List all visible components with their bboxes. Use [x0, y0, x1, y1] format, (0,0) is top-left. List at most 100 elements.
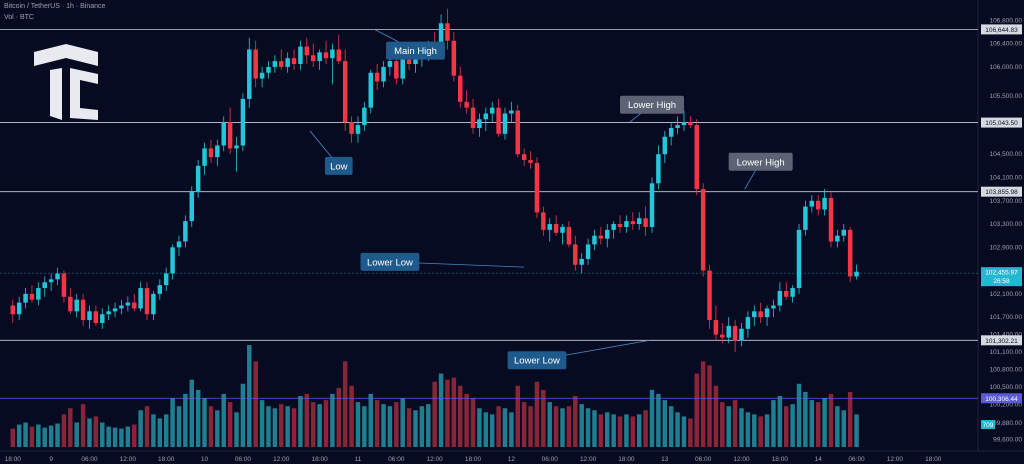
candle-body	[253, 49, 258, 79]
candle-body	[151, 293, 156, 315]
volume-bar	[394, 402, 399, 447]
y-tick-label: 106,000.00	[989, 64, 1022, 71]
volume-bar	[617, 416, 623, 447]
volume-bar	[406, 408, 412, 447]
volume-bar	[809, 400, 815, 447]
volume-bar	[10, 428, 16, 447]
x-tick-label: 18:00	[772, 456, 789, 463]
candle-body	[247, 49, 252, 99]
candle-body	[668, 128, 674, 137]
volume-bar	[656, 393, 661, 447]
candle-body	[323, 52, 329, 59]
volume-bar	[374, 400, 380, 447]
candle-body	[259, 72, 265, 79]
volume-bar	[163, 414, 169, 447]
volume-bar	[752, 414, 757, 447]
candle-body	[585, 244, 591, 259]
candle-body	[579, 258, 584, 265]
candle-body	[68, 296, 73, 312]
candle-body	[515, 110, 521, 155]
candle-body	[598, 235, 604, 239]
candle-body	[29, 293, 35, 300]
price-level-tag-bg	[981, 24, 1022, 35]
volume-bar	[605, 412, 610, 447]
candle-body	[809, 200, 815, 207]
volume-bar	[368, 393, 373, 447]
candle-body	[720, 334, 725, 338]
candle-body	[381, 66, 386, 82]
volume-bar	[828, 393, 834, 447]
volume-bar	[138, 410, 143, 447]
annotation-label: Lower Low	[367, 257, 413, 268]
x-tick-label: 12:00	[273, 456, 290, 463]
candle-body	[176, 241, 182, 248]
x-tick-label: 18:00	[618, 456, 635, 463]
volume-bar	[483, 412, 489, 447]
y-tick-label: 100,800.00	[989, 367, 1022, 374]
volume-bar	[745, 412, 751, 447]
candle-body	[100, 314, 105, 323]
volume-bar	[208, 406, 214, 447]
candle-body	[55, 273, 60, 280]
volume-bar	[61, 414, 67, 447]
volume-bar	[451, 377, 457, 447]
volume-bar	[125, 426, 131, 447]
candle-body	[547, 224, 552, 230]
candle-body	[636, 218, 642, 225]
volume-bar	[106, 426, 111, 447]
volume-bar	[803, 391, 808, 447]
x-tick-label: 06:00	[81, 456, 98, 463]
volume-bar	[202, 398, 207, 447]
candle-body	[528, 160, 533, 163]
volume-bar	[323, 400, 329, 447]
candle-body	[835, 235, 840, 242]
volume-bar	[758, 416, 763, 447]
volume-bar	[700, 361, 706, 447]
x-tick-label: 18:00	[158, 456, 175, 463]
volume-bar	[381, 404, 386, 447]
volume-bar	[304, 393, 310, 447]
volume-bar	[215, 410, 220, 447]
candle-body	[752, 311, 757, 318]
candle-body	[560, 226, 565, 233]
y-tick-label: 106,800.00	[989, 17, 1022, 24]
volume-bar	[362, 406, 367, 447]
x-tick-label: 14	[815, 456, 823, 463]
volume-bar	[119, 428, 124, 447]
candle-body	[195, 165, 201, 193]
bar-countdown: 26:58	[993, 278, 1010, 285]
volume-bar	[713, 385, 719, 447]
volume-bar	[470, 398, 476, 447]
x-tick-label: 18:00	[5, 456, 22, 463]
candle-body	[240, 98, 246, 146]
candle-body	[93, 311, 99, 323]
volume-bar	[227, 402, 233, 447]
y-tick-label: 106,400.00	[989, 41, 1022, 48]
x-tick-label: 10	[201, 456, 209, 463]
volume-bar	[720, 402, 725, 447]
volume-bar	[771, 400, 776, 447]
x-tick-label: 12:00	[887, 456, 904, 463]
volume-bar	[29, 426, 35, 447]
volume-bar	[247, 345, 252, 447]
candle-body	[189, 192, 195, 222]
volume-bar	[80, 404, 86, 447]
candle-body	[732, 325, 738, 341]
candle-body	[36, 288, 41, 300]
volume-bar	[68, 408, 73, 447]
y-tick-label: 100,500.00	[989, 384, 1022, 391]
candle-body	[688, 122, 693, 126]
candle-body	[464, 101, 469, 108]
volume-title: Vol · BTC	[4, 14, 34, 21]
candle-body	[681, 122, 687, 126]
volume-bar	[253, 361, 258, 447]
price-level-tag: 103,855.98	[985, 189, 1018, 196]
volume-bar	[515, 385, 521, 447]
candle-body	[643, 218, 648, 227]
volume-bar	[547, 402, 552, 447]
volume-bar	[534, 381, 540, 447]
candle-body	[112, 308, 118, 312]
candle-body	[847, 229, 853, 277]
volume-bar	[764, 414, 770, 447]
